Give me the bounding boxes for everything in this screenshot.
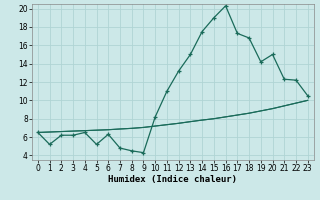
X-axis label: Humidex (Indice chaleur): Humidex (Indice chaleur) bbox=[108, 175, 237, 184]
